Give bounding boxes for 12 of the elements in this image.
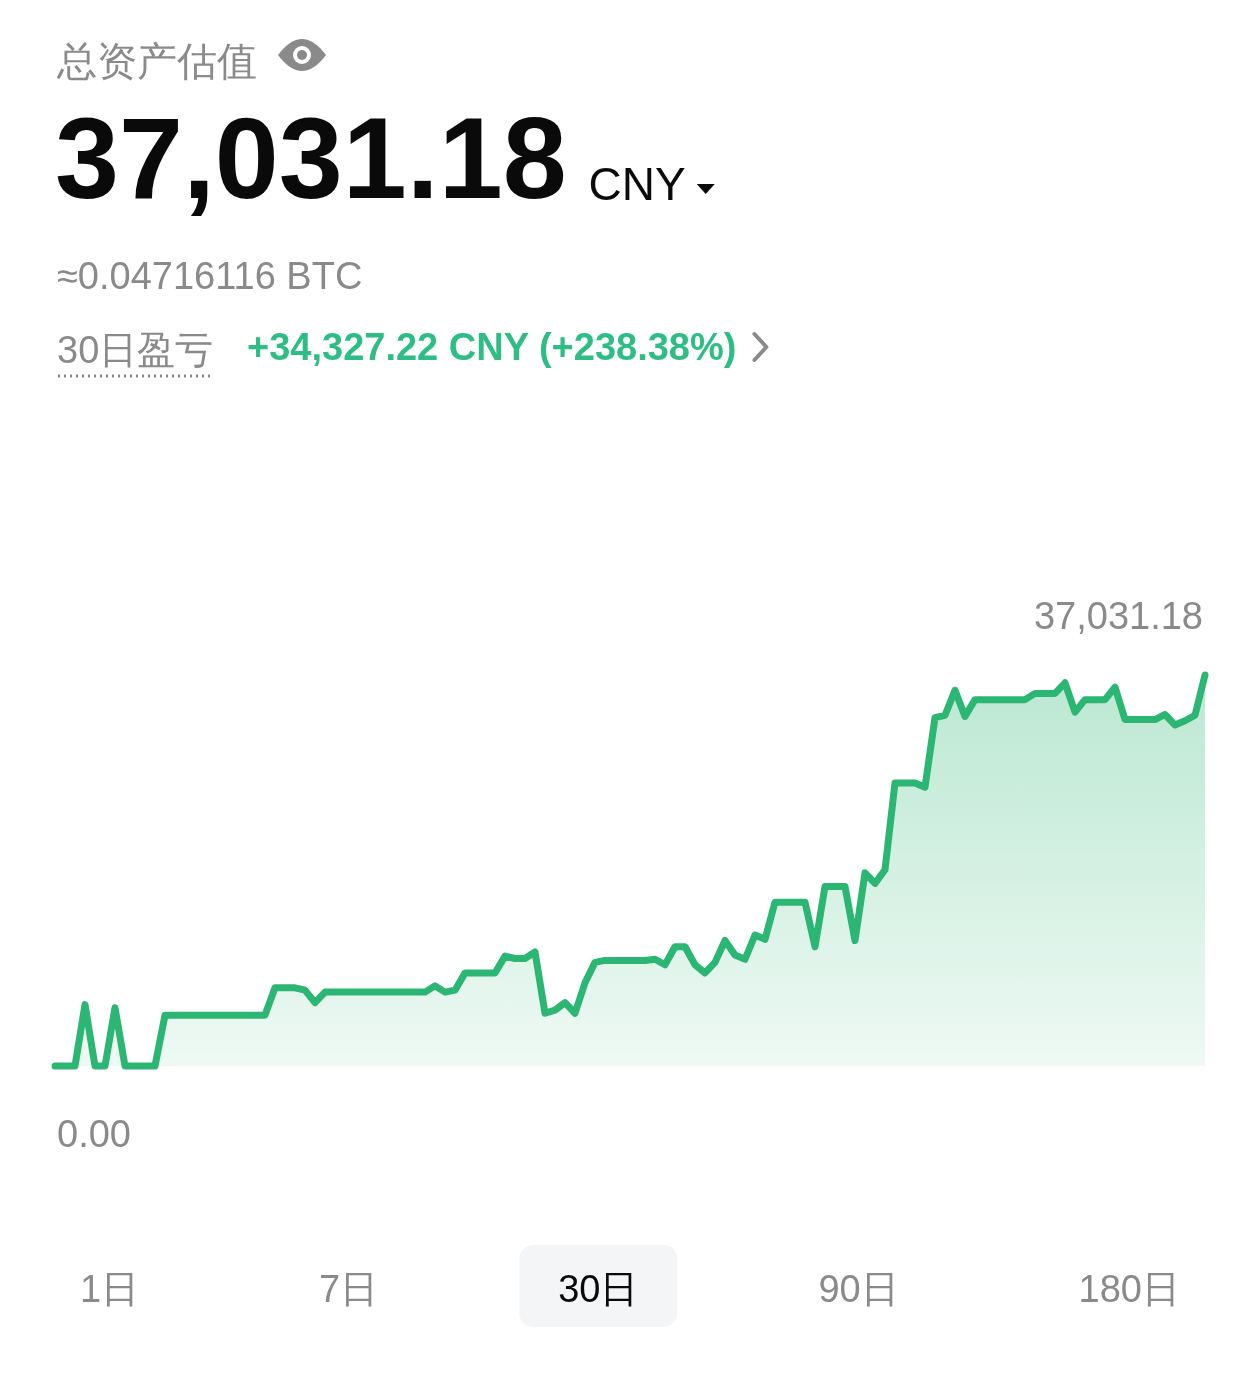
text: 7日 [319, 1268, 379, 1310]
text: 30日盈亏 [57, 329, 214, 371]
text: 90日 [818, 1268, 899, 1310]
text: 37,031.18 [1033, 595, 1203, 637]
text: ≈0.04716116 BTC [57, 255, 363, 297]
chart-subtitle: 37,031.18 CNY [55, 94, 686, 222]
text: 1日 [80, 1268, 140, 1310]
text: +34,327.22 CNY (+238.38%) [247, 326, 737, 368]
text: 0.00 [57, 1113, 131, 1155]
chart-title: 总资产估值 [56, 39, 257, 83]
text: 30日 [558, 1268, 639, 1310]
text: 180日 [1078, 1268, 1180, 1310]
